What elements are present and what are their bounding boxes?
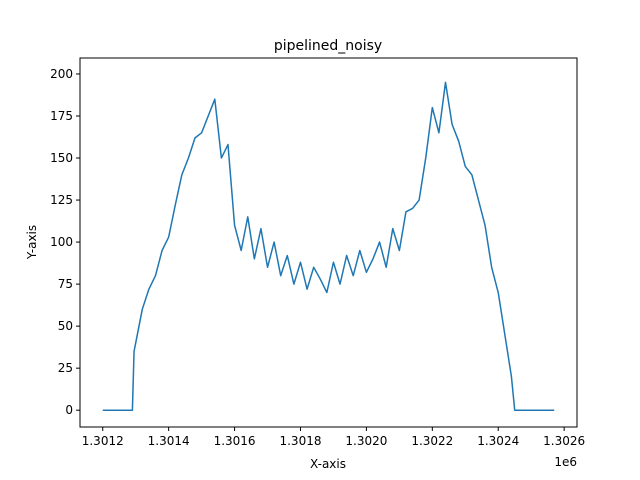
y-tick-label: 200 — [50, 67, 73, 81]
y-axis-label: Y-axis — [25, 225, 39, 260]
x-offset-label: 1e6 — [554, 455, 577, 469]
y-tick-label: 50 — [58, 319, 73, 333]
y-tick-label: 150 — [50, 151, 73, 165]
x-axis-label: X-axis — [310, 457, 346, 471]
x-tick-label: 1.3014 — [148, 434, 190, 448]
x-tick-label: 1.3026 — [543, 434, 585, 448]
y-tick-label: 25 — [58, 361, 73, 375]
x-tick-label: 1.3018 — [279, 434, 321, 448]
y-tick-label: 75 — [58, 277, 73, 291]
y-tick-label: 100 — [50, 235, 73, 249]
x-tick-label: 1.3016 — [214, 434, 256, 448]
y-tick-label: 125 — [50, 193, 73, 207]
chart-title: pipelined_noisy — [274, 38, 382, 54]
y-tick-label: 175 — [50, 109, 73, 123]
x-tick-label: 1.3020 — [345, 434, 387, 448]
y-tick-label: 0 — [65, 403, 73, 417]
x-tick-label: 1.3024 — [477, 434, 519, 448]
data-line — [102, 81, 555, 411]
x-tick-label: 1.3022 — [411, 434, 453, 448]
x-tick-label: 1.3012 — [82, 434, 124, 448]
